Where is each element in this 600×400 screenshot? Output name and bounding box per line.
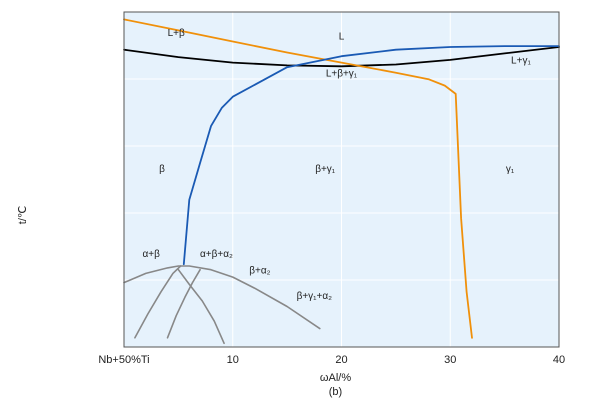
- region-label: L+β: [168, 28, 185, 39]
- grid-lines: [124, 12, 559, 347]
- phase-curve-4: [123, 265, 321, 330]
- phase-curve-5: [134, 265, 182, 339]
- region-label: α+β+α₂: [200, 249, 233, 260]
- region-label: L+β+γ₁: [326, 68, 358, 79]
- x-tick-label: 40: [553, 354, 565, 366]
- region-label: L: [339, 32, 345, 43]
- phase-curve-1: [123, 46, 560, 68]
- x-tick-label: 10: [227, 354, 239, 366]
- x-axis-label: ωAl/%: [320, 372, 351, 384]
- phase-curve-6: [166, 268, 201, 339]
- phase-curve-7: [177, 268, 225, 345]
- region-label: α+β: [143, 249, 161, 260]
- region-label: β+γ₁+α₂: [297, 291, 333, 302]
- x-tick-label: 30: [444, 354, 456, 366]
- region-label: β: [159, 164, 165, 175]
- phase-region-labels: L+β L L+γ₁ L+β+γ₁ β β+γ₁ γ₁ α+β α+β+α₂ β+α₂ β+γ₁+α…: [143, 28, 532, 302]
- region-label: β+α₂: [249, 265, 270, 276]
- figure-caption: (b): [329, 386, 342, 398]
- x-tick-labels: Nb+50%Ti 10 20 30 40: [98, 354, 565, 366]
- region-label: β+γ₁: [315, 164, 336, 175]
- region-label: L+γ₁: [511, 56, 531, 67]
- x-tick-label: Nb+50%Ti: [98, 354, 149, 366]
- x-tick-label: 20: [335, 354, 347, 366]
- phase-curve-2: [123, 18, 473, 339]
- phase-boundary-curves: [123, 18, 560, 345]
- phase-curve-3: [182, 45, 560, 266]
- y-axis-label: t/℃: [17, 206, 29, 224]
- region-label: γ₁: [506, 164, 515, 175]
- plot-frame: [123, 11, 560, 348]
